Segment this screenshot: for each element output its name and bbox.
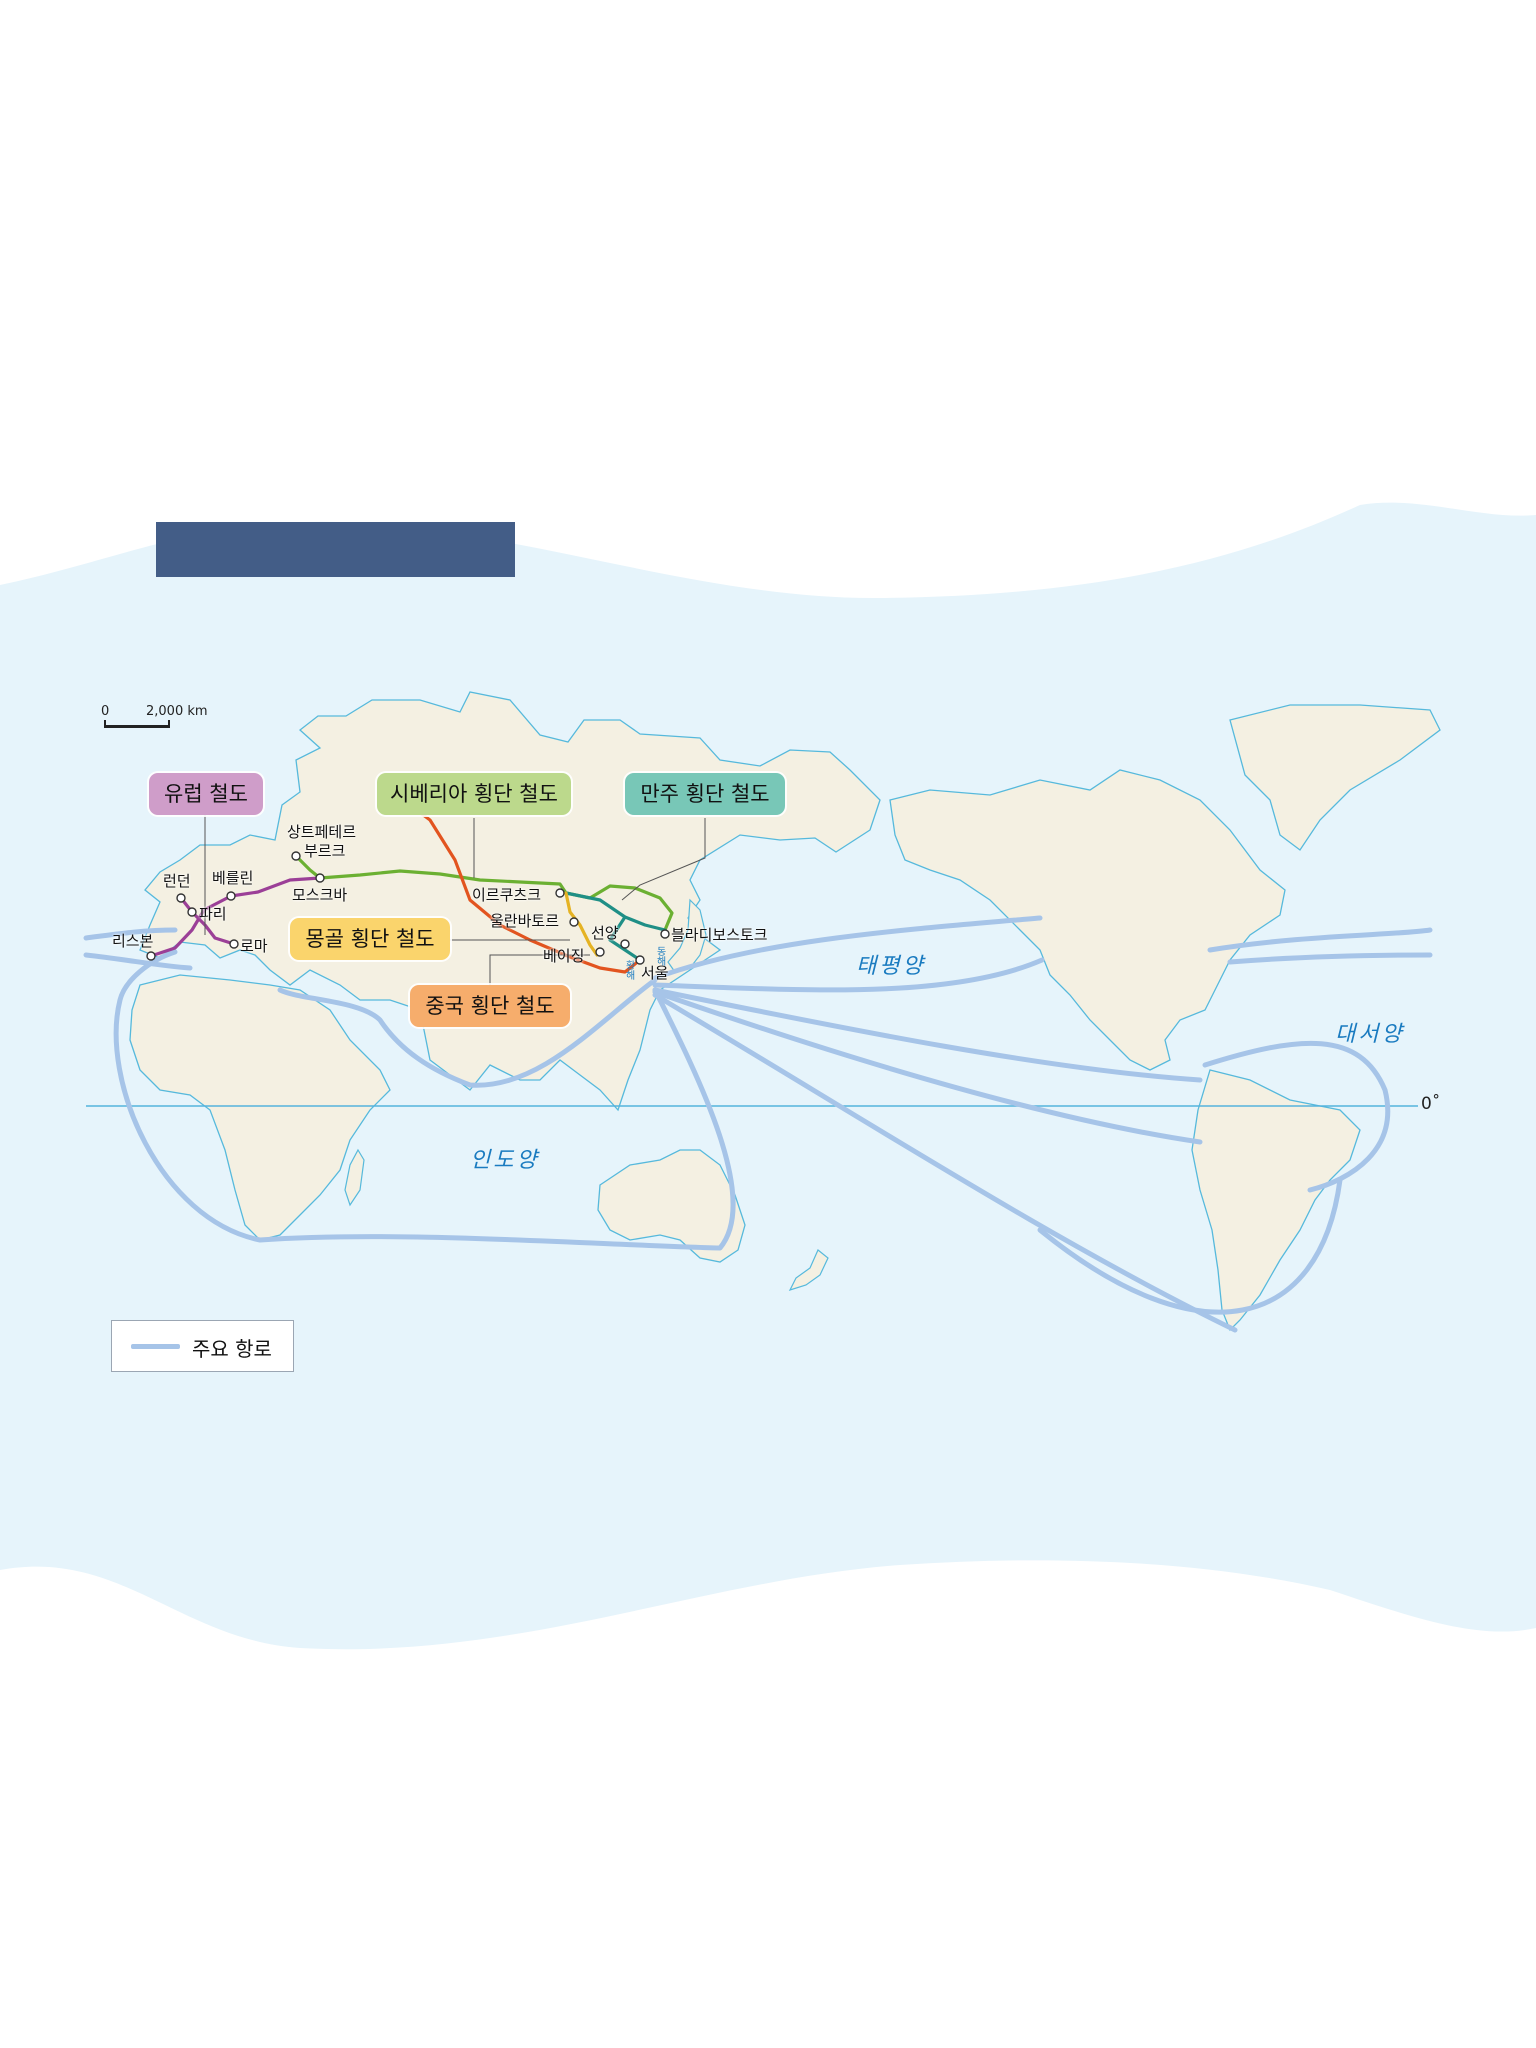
city-shenyang: 선양 — [591, 924, 619, 942]
australia-land — [597, 1149, 746, 1263]
route-south-america — [652, 992, 1238, 1333]
route-panama-1 — [652, 987, 1203, 1083]
city-berlin: 베를린 — [212, 869, 254, 887]
city-london: 런던 — [163, 872, 191, 890]
greenland-land — [1229, 704, 1441, 851]
scale-end-label: 2,000 km — [146, 704, 208, 719]
label-manchuria-railway: 만주 횡단 철도 — [625, 773, 785, 815]
title-bar — [156, 522, 515, 577]
railway-mongolia-line — [564, 891, 599, 957]
city-marker-rome — [229, 939, 239, 949]
city-beijing: 베이징 — [543, 947, 585, 965]
city-marker-st-petersburg — [291, 851, 301, 861]
leader-manchuria — [621, 818, 706, 901]
legend: 주요 항로 — [111, 1320, 294, 1372]
railway-siberia-line — [294, 854, 674, 932]
railways — [149, 798, 674, 974]
city-marker-ulaanbaatar — [569, 917, 579, 927]
city-marker-lisbon — [146, 951, 156, 961]
route-pacific-north — [652, 915, 1043, 981]
scale-line — [104, 720, 170, 728]
sea-routes — [83, 915, 1433, 1333]
railway-europe-line — [149, 876, 322, 958]
north-america-land — [889, 769, 1286, 1071]
sea-yellow-sea: 황해 — [626, 961, 636, 982]
city-lisbon: 리스본 — [112, 932, 154, 950]
africa-land — [129, 974, 391, 1241]
route-europe-west-2 — [83, 952, 193, 971]
route-europe-west — [83, 927, 178, 941]
leader-lines — [204, 815, 706, 985]
city-marker-berlin — [226, 891, 236, 901]
legend-route-swatch — [131, 1344, 180, 1349]
route-atlantic-2 — [1227, 952, 1433, 965]
city-paris: 파리 — [199, 905, 227, 923]
label-mongolia-railway: 몽골 횡단 철도 — [290, 918, 450, 960]
route-panama-2 — [652, 989, 1203, 1145]
scale-bar: 0 2,000 km — [101, 704, 221, 734]
city-ulaanbaatar: 울란바토르 — [490, 912, 560, 930]
city-marker-irkutsk — [555, 888, 565, 898]
city-marker-seoul — [635, 955, 645, 965]
city-markers — [146, 851, 670, 965]
madagascar-land — [344, 1148, 365, 1207]
city-moscow: 모스크바 — [292, 886, 348, 904]
railway-china-line — [401, 798, 642, 974]
city-marker-vladivostok — [660, 929, 670, 939]
sea-east-sea: 동해 — [657, 947, 667, 968]
city-irkutsk: 이르쿠츠크 — [472, 886, 542, 904]
city-marker-paris — [187, 907, 197, 917]
equator-label: 0˚ — [1421, 1094, 1441, 1114]
label-europe-railway: 유럽 철도 — [149, 773, 263, 815]
route-indian-south — [113, 949, 736, 1251]
route-atlantic-north — [1207, 927, 1433, 953]
ocean-indian: 인도양 — [470, 1148, 540, 1173]
scale-start-label: 0 — [101, 704, 110, 719]
route-indian-main — [277, 977, 658, 1088]
railway-manchuria-line — [564, 891, 667, 962]
route-south-atlantic-loop — [1037, 1177, 1343, 1315]
new-zealand-land — [788, 1249, 829, 1291]
ocean-atlantic: 대서양 — [1335, 1022, 1405, 1047]
route-pacific-middle — [652, 957, 1045, 993]
city-st-petersburg-2: 부르크 — [304, 842, 346, 860]
city-st-petersburg-1: 상트페테르 — [287, 823, 357, 841]
city-seoul: 서울 — [641, 964, 669, 982]
city-rome: 로마 — [240, 937, 268, 955]
city-marker-moscow — [315, 873, 325, 883]
label-china-railway: 중국 횡단 철도 — [410, 985, 570, 1027]
city-marker-beijing — [595, 947, 605, 957]
south-america-land — [1191, 1069, 1361, 1332]
route-atlantic-south — [1202, 1040, 1391, 1193]
city-marker-london — [176, 893, 186, 903]
label-siberia-railway: 시베리아 횡단 철도 — [377, 773, 571, 815]
city-vladivostok: 블라디보스토크 — [671, 926, 768, 944]
ocean-pacific: 태평양 — [856, 954, 926, 979]
leader-china — [489, 954, 590, 985]
city-marker-shenyang — [620, 939, 630, 949]
legend-route-label: 주요 항로 — [192, 1337, 272, 1361]
